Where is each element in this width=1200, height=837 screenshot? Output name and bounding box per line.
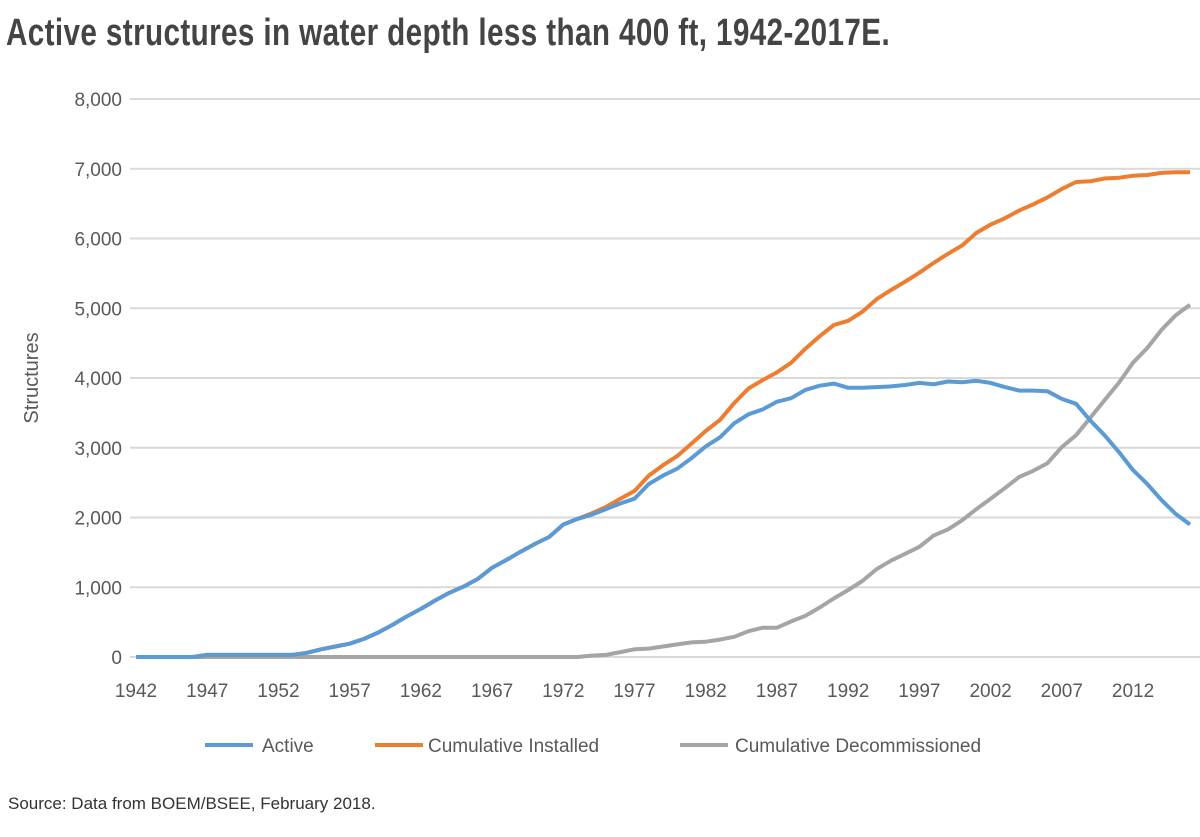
y-tick-label: 0 — [111, 648, 122, 669]
x-tick-label: 1972 — [542, 681, 584, 702]
x-tick-label: 2012 — [1112, 681, 1154, 702]
series-line-active — [136, 378, 1192, 659]
x-tick-label: 2007 — [1041, 681, 1083, 702]
y-tick-label: 2,000 — [74, 509, 122, 530]
legend-label: Cumulative Decommissioned — [735, 736, 981, 757]
x-tick-label: 1952 — [257, 681, 299, 702]
y-tick-label: 4,000 — [74, 369, 122, 390]
y-tick-label: 5,000 — [74, 299, 122, 320]
series-line-cumulative-installed — [136, 170, 1190, 659]
y-tick-label: 7,000 — [74, 160, 122, 181]
source-note: Source: Data from BOEM/BSEE, February 20… — [8, 794, 376, 813]
y-tick-label: 1,000 — [74, 578, 122, 599]
x-tick-label: 1997 — [898, 681, 940, 702]
x-tick-label: 1977 — [613, 681, 655, 702]
x-tick-label: 1957 — [329, 681, 371, 702]
x-tick-label: 1947 — [186, 681, 228, 702]
y-tick-label: 3,000 — [74, 439, 122, 460]
x-tick-label: 2002 — [969, 681, 1011, 702]
chart-title: Active structures in water depth less th… — [6, 12, 891, 54]
x-tick-label: 1992 — [827, 681, 869, 702]
y-axis-title: Structures — [21, 332, 43, 423]
y-tick-label: 6,000 — [74, 230, 122, 251]
x-tick-label: 1987 — [756, 681, 798, 702]
x-tick-label: 1942 — [115, 681, 157, 702]
series-line-cumulative-decommissioned — [136, 303, 1192, 659]
legend-label: Active — [262, 736, 314, 757]
y-tick-label: 8,000 — [74, 90, 122, 111]
x-tick-label: 1967 — [471, 681, 513, 702]
x-tick-label: 1962 — [400, 681, 442, 702]
x-tick-label: 1982 — [685, 681, 727, 702]
legend-label: Cumulative Installed — [428, 736, 599, 757]
